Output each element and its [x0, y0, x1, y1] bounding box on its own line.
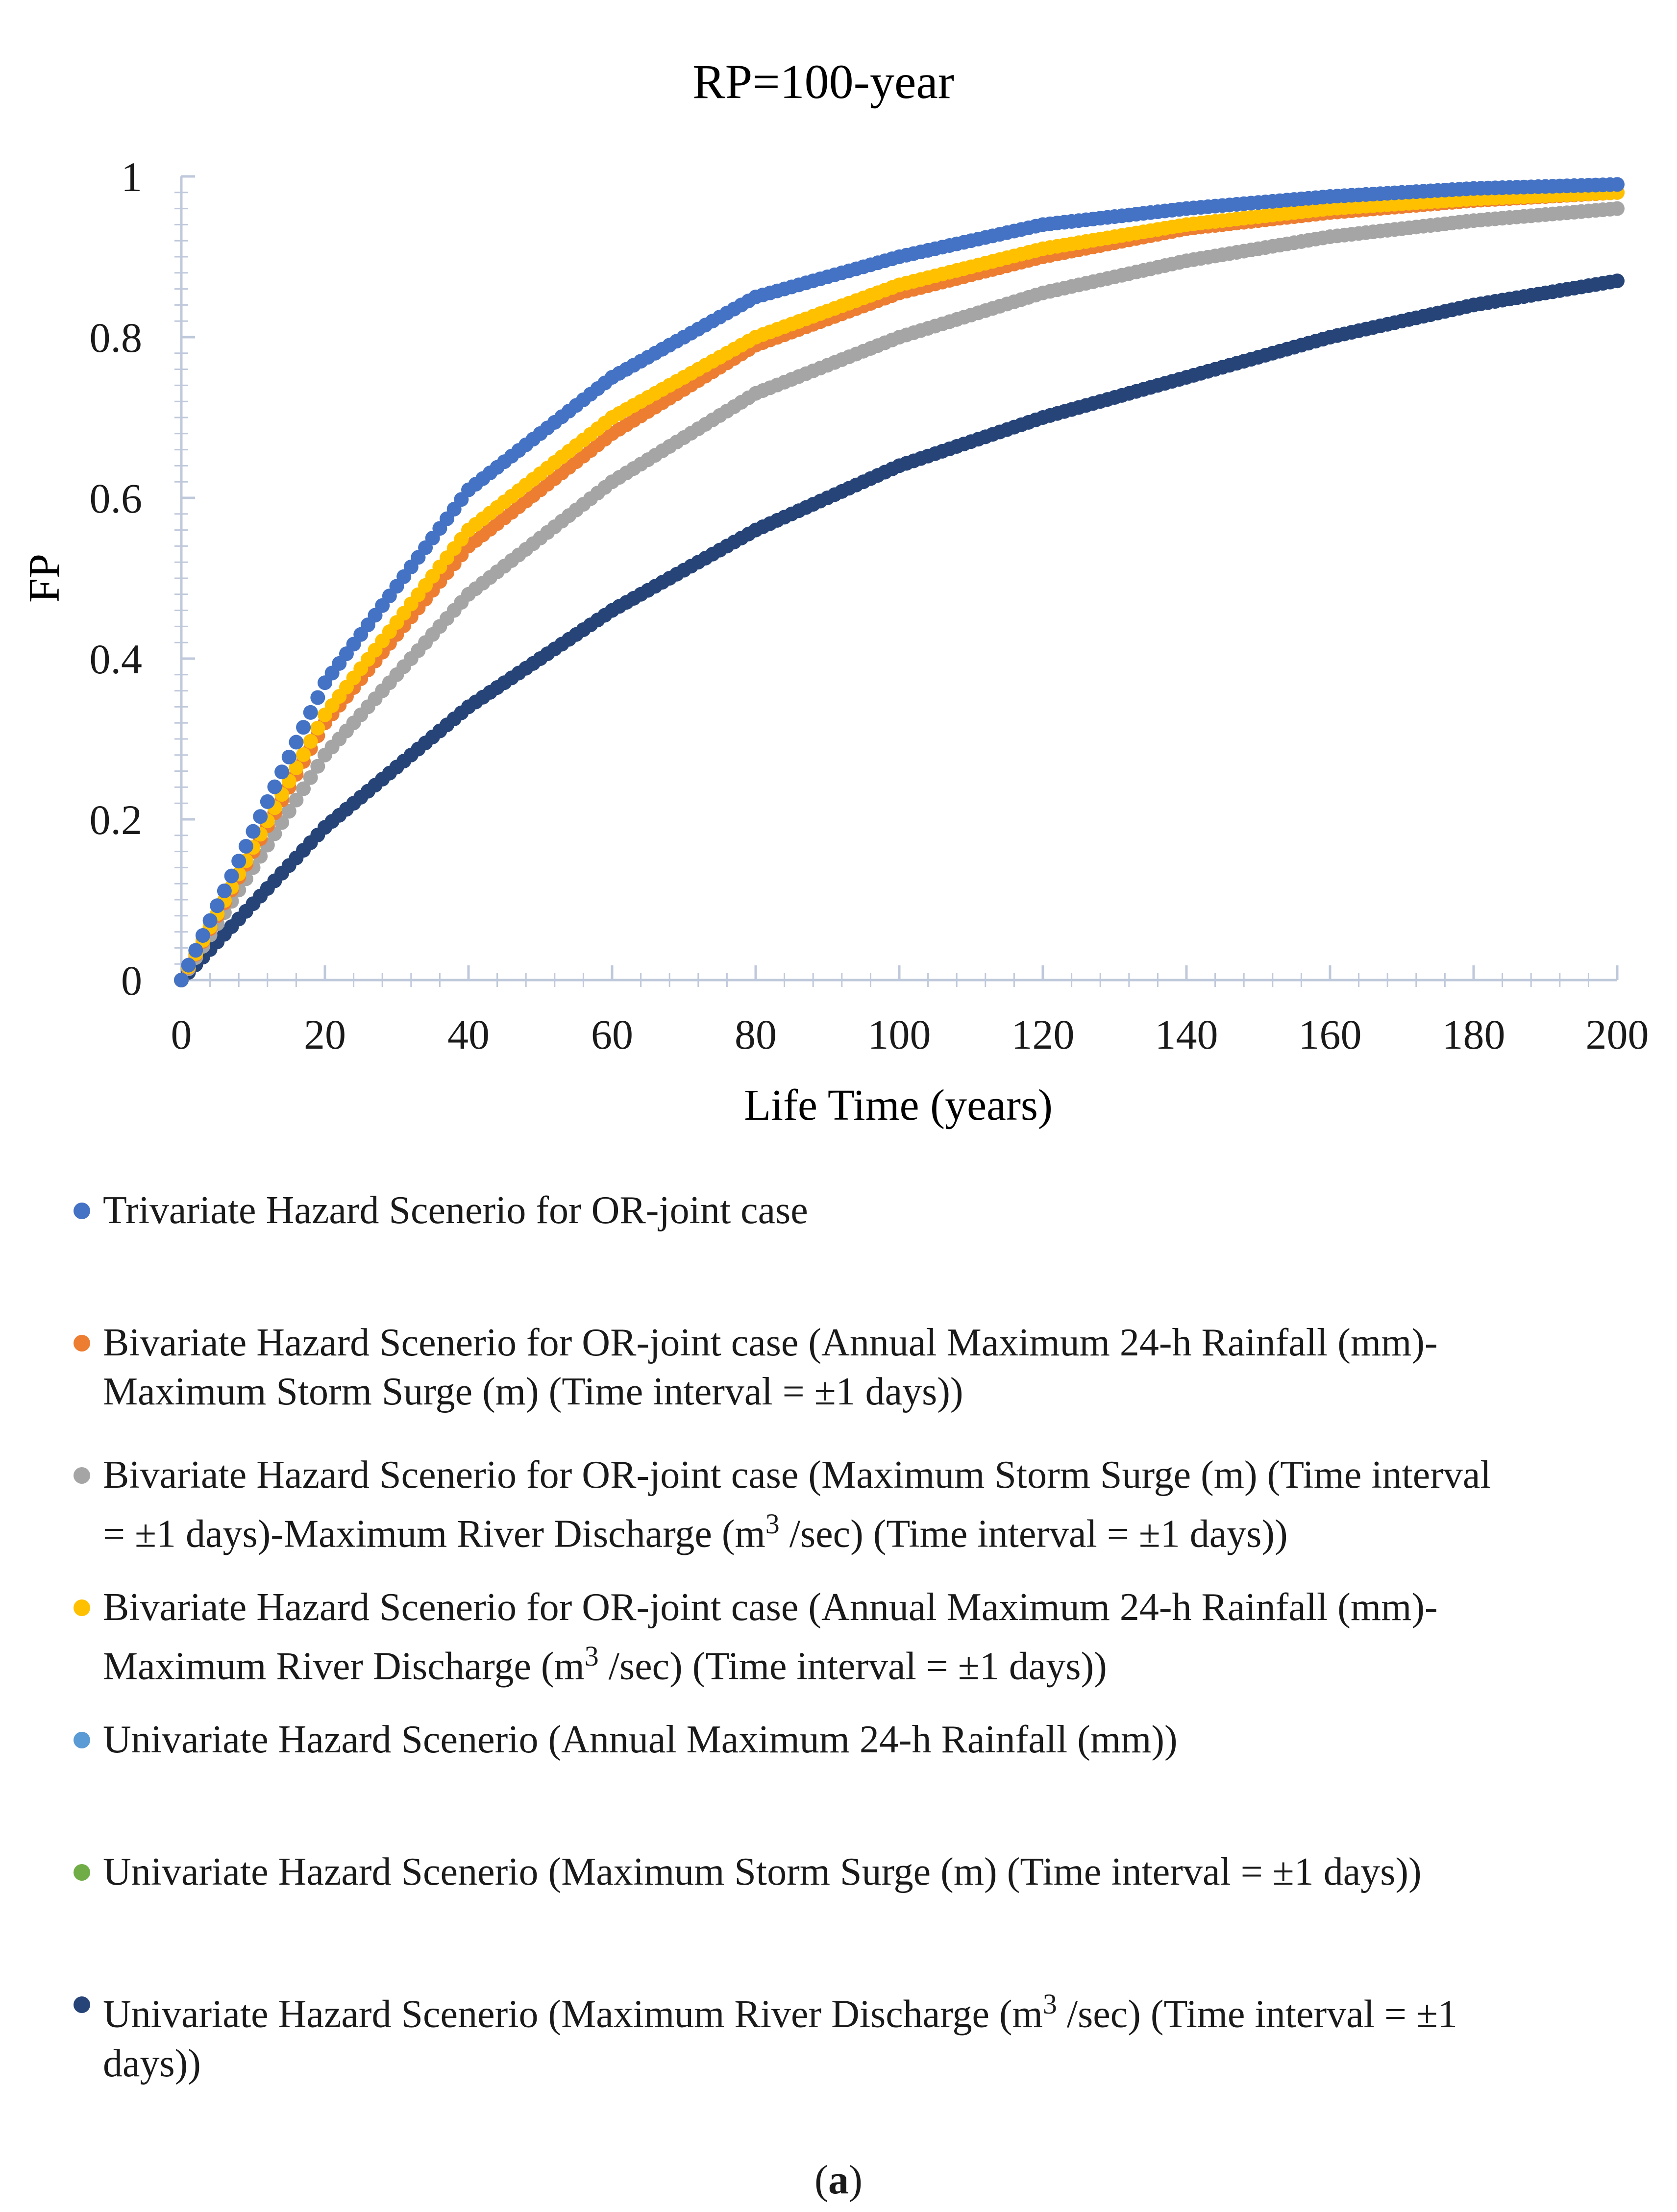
- legend-marker-icon: [74, 1599, 90, 1616]
- data-point: [289, 761, 304, 776]
- data-point: [289, 735, 304, 750]
- legend-item-univariate-discharge[interactable]: Univariate Hazard Scenerio (Maximum Rive…: [74, 1980, 1617, 2088]
- data-point: [1610, 201, 1625, 216]
- axes: 0 20 40 60 80 100 120 140 160 180 200 0 0.2 0.4 0.6 0.8…: [90, 153, 1649, 1058]
- y-tick-label: 0.4: [90, 636, 143, 683]
- data-point: [296, 781, 311, 796]
- legend-item-trivariate[interactable]: Trivariate Hazard Scenerio for OR-joint …: [74, 1186, 1617, 1235]
- data-point: [274, 764, 290, 780]
- data-point: [188, 943, 203, 958]
- y-axis-label: FP: [20, 554, 69, 603]
- x-tick-label: 60: [591, 1011, 633, 1058]
- data-point: [174, 973, 189, 987]
- legend-marker-icon: [74, 1203, 90, 1219]
- data-point: [181, 958, 196, 973]
- x-tick-label: 40: [447, 1011, 490, 1058]
- legend-label: Bivariate Hazard Scenerio for OR-joint c…: [103, 1321, 1438, 1364]
- data-point: [296, 747, 311, 762]
- chart-title: RP=100-year: [692, 54, 954, 109]
- legend-marker-icon: [74, 1996, 90, 2013]
- data-point: [246, 824, 261, 839]
- data-point: [310, 720, 325, 736]
- legend-item-bivariate-surge-discharge[interactable]: Bivariate Hazard Scenerio for OR-joint c…: [74, 1450, 1617, 1559]
- figure-caption: (a): [814, 2157, 863, 2203]
- legend-item-bivariate-rainfall-discharge[interactable]: Bivariate Hazard Scenerio for OR-joint c…: [74, 1583, 1617, 1691]
- data-point: [303, 734, 318, 749]
- data-point: [310, 759, 325, 774]
- legend-label-line2: = ±1 days)-Maximum River Discharge (m3 /…: [103, 1508, 1288, 1556]
- fp-chart: RP=100-year FP Life Time (years) 0 20 40 60…: [20, 54, 1649, 1130]
- data-point: [238, 838, 253, 854]
- x-tick-label: 20: [304, 1011, 346, 1058]
- data-point: [210, 898, 225, 913]
- x-tick-label: 180: [1442, 1011, 1505, 1058]
- legend-label: Trivariate Hazard Scenerio for OR-joint …: [103, 1189, 808, 1232]
- x-tick-label: 0: [171, 1011, 192, 1058]
- series-6: [174, 273, 1625, 987]
- data-point: [195, 928, 210, 943]
- x-tick-label: 200: [1586, 1011, 1649, 1058]
- data-point: [260, 794, 275, 809]
- legend-label-line2: Maximum Storm Surge (m) (Time interval =…: [103, 1370, 963, 1413]
- legend-marker-icon: [74, 1467, 90, 1484]
- series-0: [174, 177, 1625, 987]
- legend-label-line2: Maximum River Discharge (m3 /sec) (Time …: [103, 1640, 1107, 1688]
- x-tick-label: 160: [1299, 1011, 1362, 1058]
- legend-item-univariate-surge[interactable]: Univariate Hazard Scenerio (Maximum Stor…: [74, 1847, 1617, 1896]
- legend-label: Bivariate Hazard Scenerio for OR-joint c…: [103, 1453, 1491, 1497]
- y-tick-label: 0: [121, 957, 142, 1004]
- legend-label-line2: days)): [103, 2041, 201, 2085]
- x-tick-label: 140: [1155, 1011, 1218, 1058]
- y-tick-label: 1: [121, 153, 142, 200]
- legend-label: Univariate Hazard Scenerio (Maximum Stor…: [103, 1850, 1422, 1893]
- legend-item-univariate-rainfall[interactable]: Univariate Hazard Scenerio (Annual Maxim…: [74, 1715, 1617, 1764]
- data-point: [281, 804, 296, 819]
- data-point: [231, 854, 247, 869]
- x-tick-label: 120: [1011, 1011, 1075, 1058]
- data-point: [1610, 273, 1625, 289]
- data-point: [281, 749, 296, 764]
- series-2: [174, 201, 1625, 987]
- data-point: [202, 913, 218, 928]
- data-point: [267, 779, 282, 794]
- plot-area: [174, 177, 1625, 987]
- legend-label: Univariate Hazard Scenerio (Annual Maxim…: [103, 1718, 1178, 1761]
- legend-marker-icon: [74, 1864, 90, 1881]
- legend-label: Bivariate Hazard Scenerio for OR-joint c…: [103, 1586, 1438, 1629]
- legend-label: Univariate Hazard Scenerio (Maximum Rive…: [103, 1988, 1457, 2036]
- legend-marker-icon: [74, 1335, 90, 1352]
- y-tick-label: 0.8: [90, 314, 143, 361]
- data-point: [253, 809, 268, 824]
- data-point: [310, 690, 325, 705]
- data-point: [289, 792, 304, 808]
- data-point: [1610, 177, 1625, 192]
- data-point: [303, 705, 318, 720]
- data-point: [303, 770, 318, 785]
- data-point: [217, 883, 232, 898]
- x-axis-label: Life Time (years): [744, 1081, 1053, 1130]
- data-point: [296, 720, 311, 735]
- x-tick-label: 100: [868, 1011, 931, 1058]
- legend-item-bivariate-rainfall-surge[interactable]: Bivariate Hazard Scenerio for OR-joint c…: [74, 1318, 1617, 1416]
- y-tick-label: 0.2: [90, 796, 143, 843]
- legend-marker-icon: [74, 1732, 90, 1748]
- data-point: [224, 868, 239, 884]
- y-tick-label: 0.6: [90, 475, 143, 522]
- x-tick-label: 80: [735, 1011, 777, 1058]
